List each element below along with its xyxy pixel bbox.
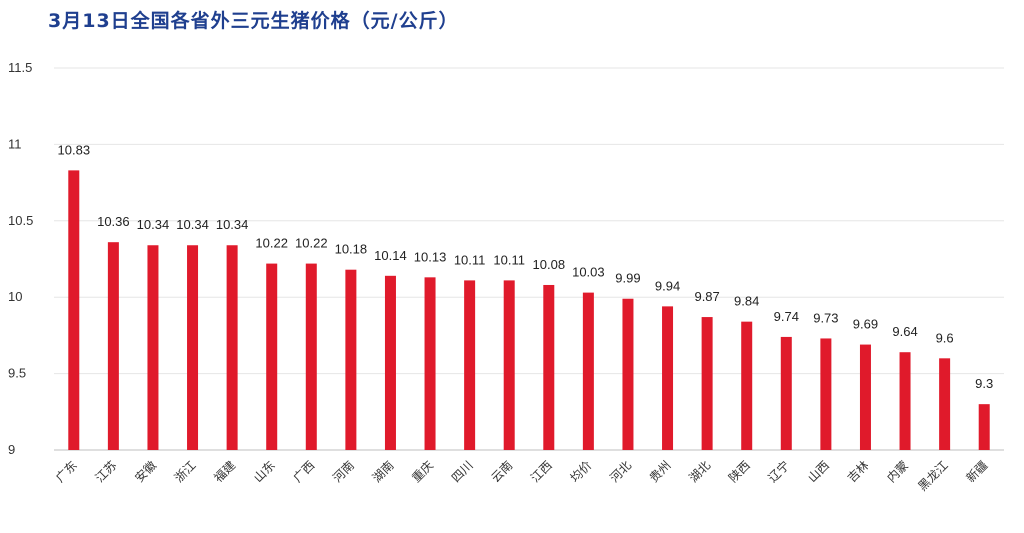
x-tick-label: 山东 [251, 458, 278, 485]
x-tick-label: 河北 [607, 458, 634, 485]
data-label: 10.11 [493, 252, 525, 267]
x-tick-label: 吉林 [845, 458, 872, 485]
y-tick-label: 9 [8, 442, 15, 457]
bar [384, 275, 396, 450]
bar [305, 263, 317, 450]
bar [345, 269, 357, 450]
x-tick-label: 江西 [528, 458, 555, 485]
data-label: 10.83 [58, 142, 91, 157]
x-tick-label: 湖南 [369, 458, 397, 486]
x-tick-label: 新疆 [963, 458, 991, 486]
x-tick-label: 黑龙江 [915, 458, 950, 493]
x-tick-label: 云南 [488, 458, 516, 486]
y-tick-label: 10 [8, 289, 22, 304]
data-label: 9.64 [892, 324, 917, 339]
y-tick-label: 10.5 [8, 213, 33, 228]
bar [622, 298, 634, 450]
x-tick-label: 四川 [449, 458, 476, 485]
bar [939, 358, 951, 450]
data-label: 9.94 [655, 278, 680, 293]
data-label: 10.11 [454, 252, 486, 267]
data-label: 10.03 [572, 265, 605, 280]
bar [543, 284, 555, 450]
data-label: 9.87 [694, 289, 719, 304]
data-label: 9.6 [936, 330, 954, 345]
bars [68, 170, 990, 450]
bar [978, 404, 990, 450]
data-label: 9.3 [975, 376, 993, 391]
x-tick-label: 贵州 [647, 458, 674, 485]
x-tick-label: 河南 [329, 458, 357, 486]
bar [107, 242, 119, 450]
data-label: 10.18 [335, 242, 368, 257]
data-labels: 10.83 10.36 10.34 10.34 10.34 10.22 10.22 10.18… [58, 142, 994, 391]
chart-title: 3月13日全国各省外三元生猪价格（元/公斤） [48, 10, 459, 32]
x-tick-label: 安徽 [131, 458, 159, 486]
data-label: 9.84 [734, 294, 759, 309]
bar [266, 263, 278, 450]
data-label: 10.36 [97, 214, 130, 229]
x-tick-label: 山西 [805, 458, 832, 485]
bar [780, 336, 792, 450]
data-label: 10.22 [295, 236, 328, 251]
data-label: 10.13 [414, 249, 447, 264]
data-label: 9.74 [774, 309, 799, 324]
bar [820, 338, 832, 450]
x-tick-label: 陕西 [725, 458, 753, 486]
data-label: 10.34 [137, 217, 170, 232]
bar [701, 317, 713, 450]
bar [662, 306, 674, 450]
x-tick-label: 均价 [568, 458, 595, 485]
bar [226, 245, 238, 450]
bar [741, 321, 753, 450]
data-label: 10.14 [374, 248, 407, 263]
x-tick-label: 福建 [211, 458, 239, 486]
bar [68, 170, 80, 450]
y-tick-label: 11.5 [8, 60, 32, 75]
x-axis: 广东 江苏 安徽 浙江 福建 山东 广西 河南 湖南 重庆 四川 云南 江西 均价 河北 贵州 湖北 陕西 辽宁 山西… [53, 458, 990, 494]
data-label: 10.34 [216, 217, 249, 232]
bar [147, 245, 159, 450]
x-tick-label: 辽宁 [765, 458, 793, 486]
x-tick-label: 广西 [291, 458, 318, 485]
y-tick-label: 9.5 [8, 366, 26, 381]
data-label: 9.69 [853, 317, 878, 332]
bar [464, 280, 476, 450]
y-axis: 9 9.5 10 10.5 11 11.5 [8, 60, 1004, 457]
data-label: 10.08 [533, 257, 566, 272]
x-tick-label: 广东 [53, 458, 80, 485]
data-label: 9.73 [813, 310, 838, 325]
bar [859, 344, 871, 450]
bar [187, 245, 199, 450]
bar [582, 292, 594, 450]
x-tick-label: 浙江 [172, 458, 199, 485]
bar [424, 277, 436, 450]
bar [503, 280, 515, 450]
y-tick-label: 11 [8, 136, 22, 151]
bar [899, 352, 911, 450]
data-label: 10.22 [255, 236, 288, 251]
data-label: 10.34 [176, 217, 209, 232]
x-tick-label: 湖北 [686, 458, 714, 486]
x-tick-label: 江苏 [93, 458, 120, 485]
data-label: 9.99 [615, 271, 640, 286]
x-tick-label: 重庆 [409, 458, 436, 485]
x-tick-label: 内蒙 [884, 458, 911, 485]
